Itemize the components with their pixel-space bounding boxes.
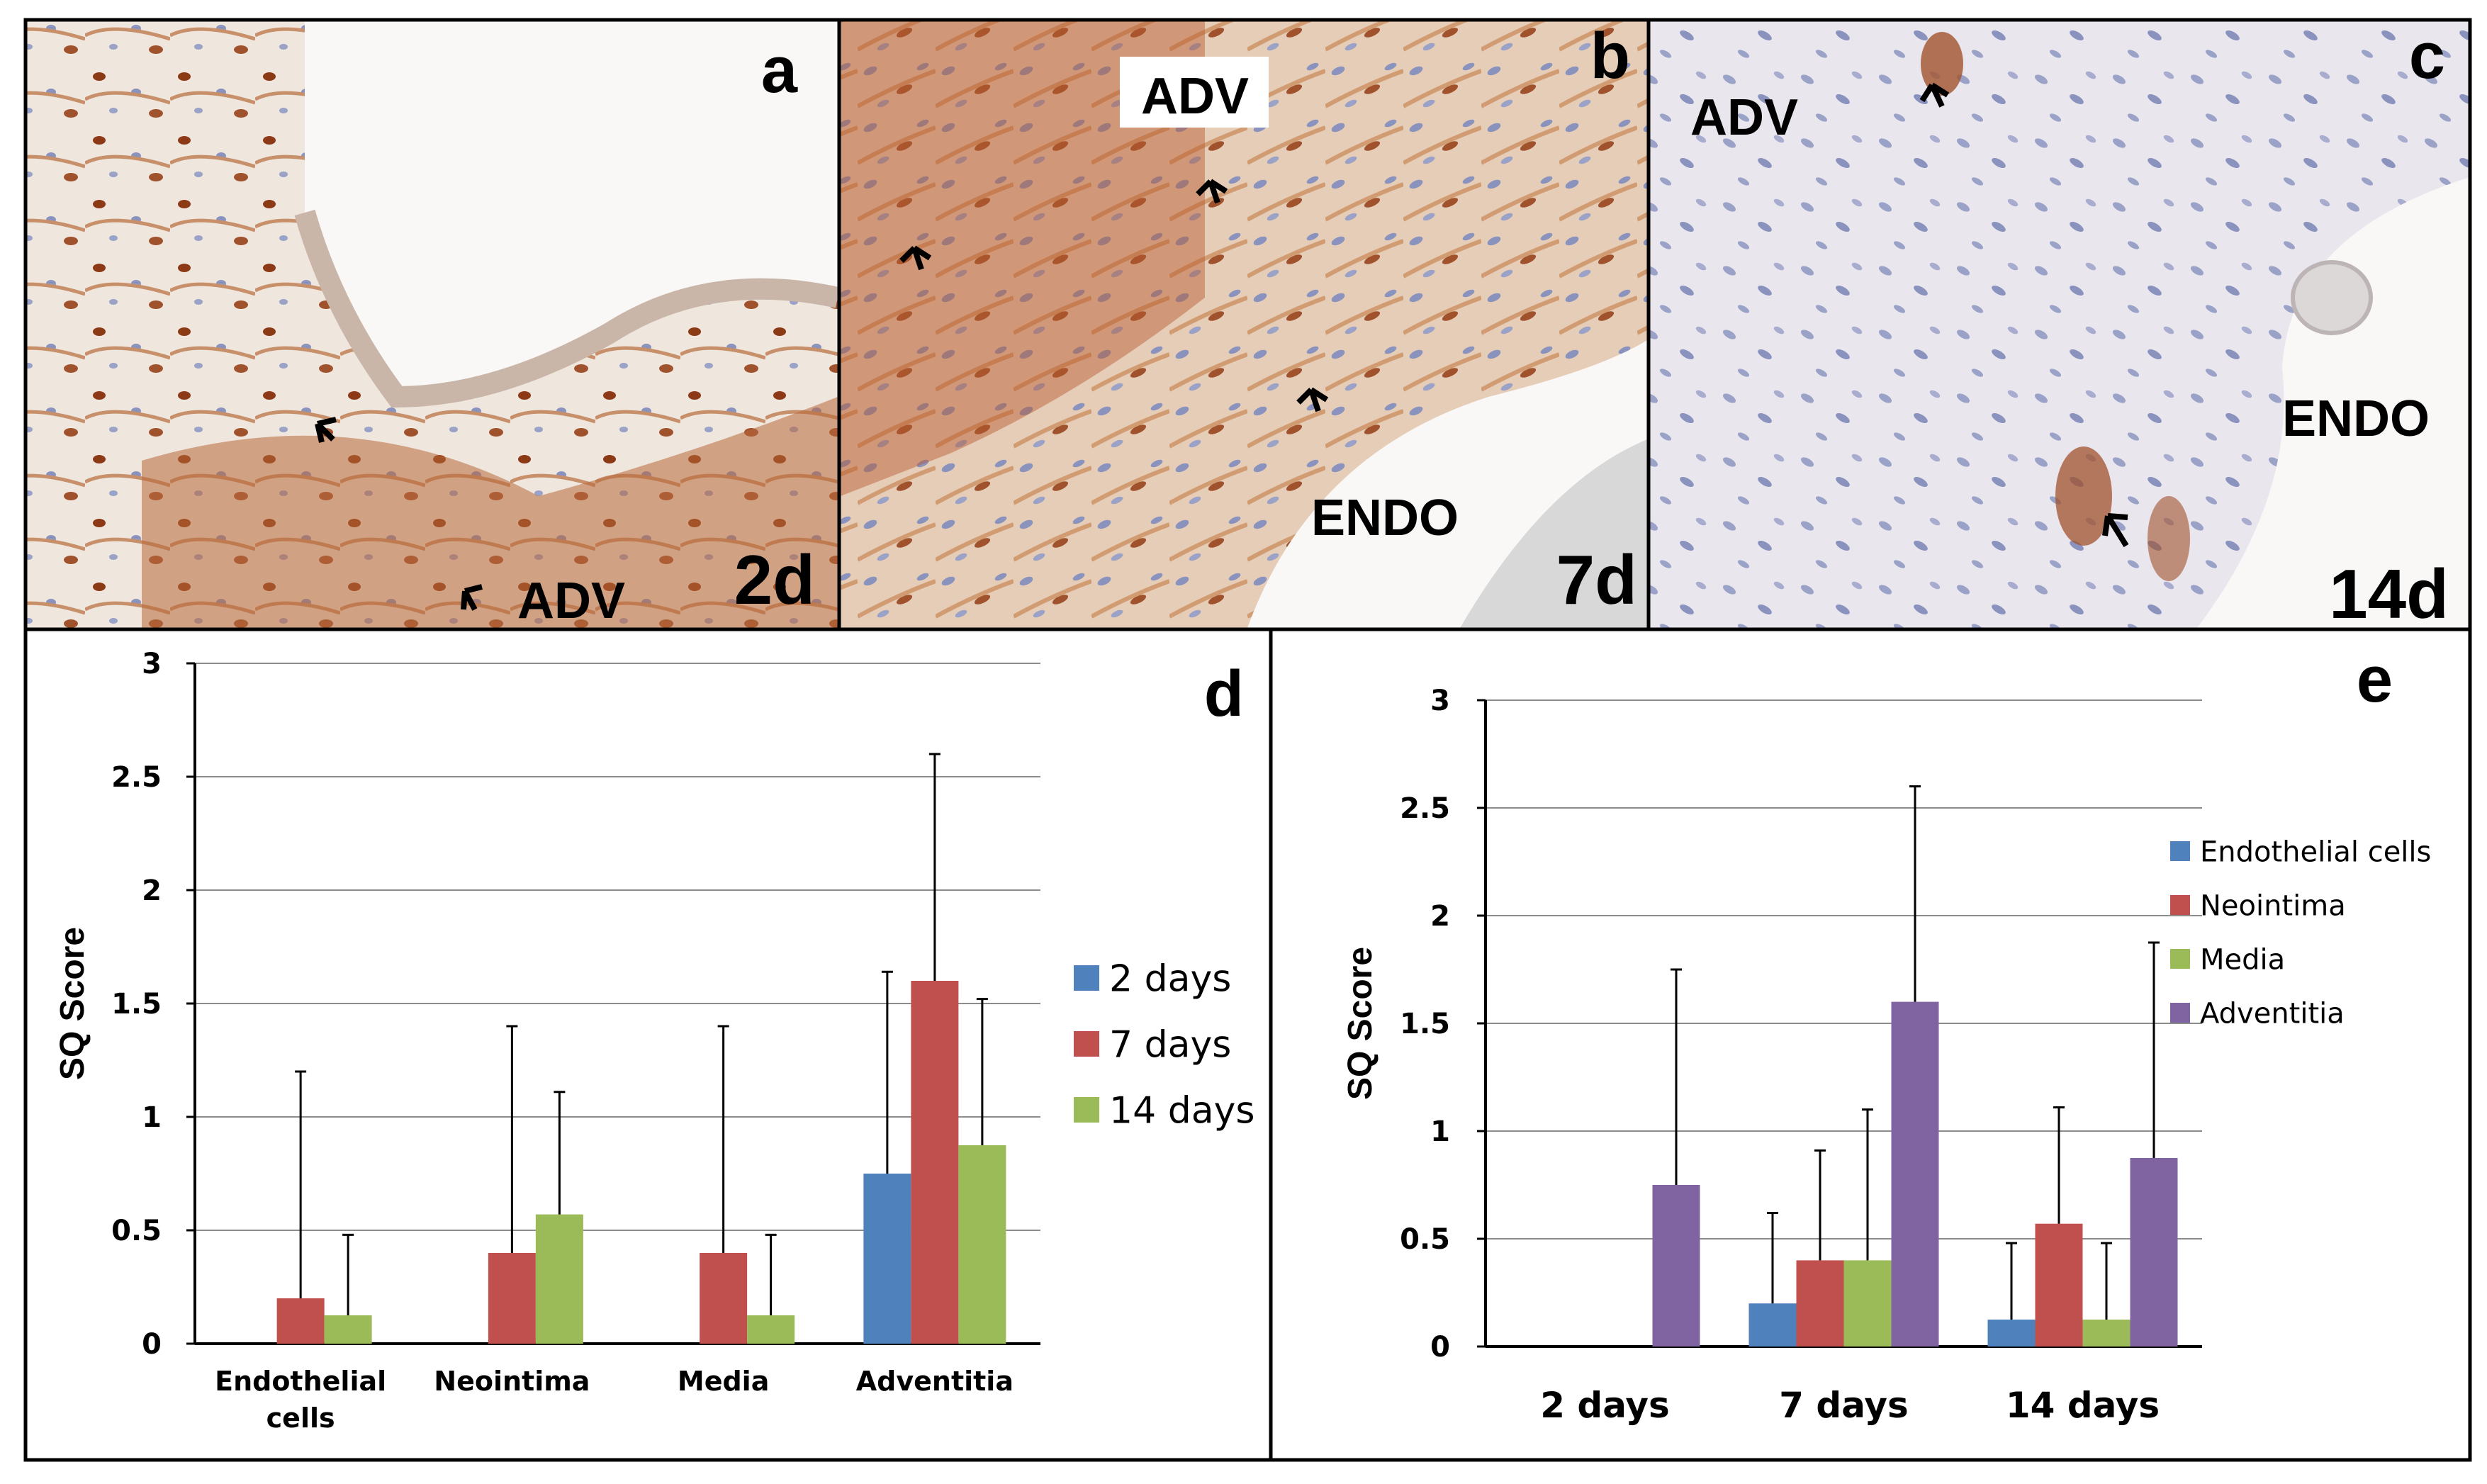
y-tick-label: 0 xyxy=(1430,1331,1450,1364)
bar-14-days xyxy=(324,1315,372,1344)
label-adv-a: ADV xyxy=(517,573,625,629)
label-background-b xyxy=(1120,57,1269,128)
y-tick-label: 0 xyxy=(142,1328,162,1361)
y-tick-label: 1 xyxy=(142,1101,162,1134)
micrograph-panel-c: c ADV ENDO 14d xyxy=(1650,20,2470,633)
y-tick-label: 2.5 xyxy=(111,761,162,794)
y-tick-label: 1.5 xyxy=(111,988,162,1021)
debris-c xyxy=(2291,260,2373,335)
panel-letter-b: b xyxy=(1590,20,1630,92)
category-label: Neointima xyxy=(434,1366,590,1397)
stained-cell-c xyxy=(1921,32,1963,96)
arrow-icon xyxy=(1196,179,1228,204)
day-label-a: 2d xyxy=(734,541,815,619)
arrow-icon xyxy=(2102,513,2129,548)
y-tick-label: 1 xyxy=(1430,1115,1450,1148)
legend-swatch xyxy=(2170,949,2190,969)
bar-7-days xyxy=(700,1253,748,1344)
chart-d: 0 0.5 1 1.5 2 2.5 3 Endothelial cells Neointima Me… xyxy=(54,648,1254,1434)
lumen-a xyxy=(305,20,838,397)
label-endo-b: ENDO xyxy=(1311,490,1459,546)
legend-swatch xyxy=(1074,1097,1099,1123)
vessel-edge-b xyxy=(1460,439,1647,628)
legend-label: 2 days xyxy=(1109,958,1231,1001)
bar-7-days xyxy=(276,1298,325,1344)
bar-endothelial-cells xyxy=(1748,1303,1797,1347)
label-adv-b: ADV xyxy=(1141,68,1249,125)
category-label: 2 days xyxy=(1540,1385,1670,1426)
bar-neointima xyxy=(2035,1223,2083,1347)
bar-neointima xyxy=(1796,1260,1844,1347)
bar-adventitia xyxy=(2130,1158,2178,1347)
y-tick-label: 1.5 xyxy=(1400,1008,1450,1040)
legend-label: 14 days xyxy=(1109,1090,1254,1132)
bar-media xyxy=(2082,1320,2130,1347)
arrow-icon xyxy=(899,245,932,271)
category-label: Adventitia xyxy=(856,1366,1014,1397)
bar-7-days xyxy=(911,981,959,1344)
label-endo-c: ENDO xyxy=(2282,390,2430,447)
panel-letter-a: a xyxy=(761,34,798,106)
legend-swatch xyxy=(2170,841,2190,861)
brown-stain-region-a xyxy=(142,397,838,628)
chart-e: 0 0.5 1 1.5 2 2.5 3 2 days 7 days 14 days SQ Score… xyxy=(1342,643,2431,1426)
micrograph-panel-a: a ADV 2d xyxy=(26,20,841,629)
panel-frames xyxy=(23,18,2472,1462)
bar-endothelial-cells xyxy=(1987,1320,2036,1347)
category-label: Endothelial cells xyxy=(215,1366,386,1434)
y-axis-title: SQ Score xyxy=(54,927,91,1080)
stained-cell-c xyxy=(2055,446,2112,546)
bar-7-days xyxy=(488,1253,536,1344)
bar-14-days xyxy=(747,1315,795,1344)
legend-swatch xyxy=(2170,1003,2190,1023)
bar-media xyxy=(1843,1260,1892,1347)
panel-letter-e: e xyxy=(2357,643,2393,716)
y-tick-label: 2.5 xyxy=(1400,792,1450,825)
outer-frame xyxy=(23,18,2472,1462)
category-label: Media xyxy=(678,1366,769,1397)
micrograph-panel-b: b ADV ENDO 7d xyxy=(841,20,1647,628)
bar-14-days xyxy=(958,1145,1006,1344)
legend-swatch xyxy=(1074,965,1099,991)
vessel-wall-a xyxy=(294,209,841,408)
arrow-icon xyxy=(461,584,483,611)
y-tick-label: 2 xyxy=(1430,900,1450,933)
legend-swatch xyxy=(2170,895,2190,915)
legend-label: Adventitia xyxy=(2200,997,2345,1030)
y-tick-label: 3 xyxy=(1430,685,1450,717)
category-label: 7 days xyxy=(1779,1385,1909,1426)
legend-label: 7 days xyxy=(1109,1024,1231,1067)
legend-swatch xyxy=(1074,1031,1099,1057)
y-tick-label: 0.5 xyxy=(1400,1223,1450,1256)
legend-label: Endothelial cells xyxy=(2200,836,2431,868)
y-tick-label: 3 xyxy=(142,648,162,680)
bar-2-days xyxy=(863,1174,911,1344)
y-tick-label: 0.5 xyxy=(111,1215,162,1247)
day-label-c: 14d xyxy=(2329,555,2449,633)
arrow-icon xyxy=(1919,82,1950,108)
bar-adventitia xyxy=(1891,1001,1939,1347)
arrow-icon xyxy=(1296,387,1329,412)
legend-label: Neointima xyxy=(2200,889,2346,922)
lumen-c xyxy=(2197,177,2470,628)
panel-letter-d: d xyxy=(1204,658,1244,730)
label-adv-c: ADV xyxy=(1690,89,1798,146)
arrow-icon xyxy=(315,417,337,443)
legend-label: Media xyxy=(2200,943,2285,976)
day-label-b: 7d xyxy=(1556,541,1637,619)
bar-14-days xyxy=(535,1214,583,1344)
bar-adventitia xyxy=(1652,1185,1700,1347)
category-label: 14 days xyxy=(2006,1385,2160,1426)
brown-stain-region-b xyxy=(841,20,1205,496)
y-tick-label: 2 xyxy=(142,875,162,907)
stained-cell-c xyxy=(2148,496,2190,581)
y-axis-title: SQ Score xyxy=(1342,947,1379,1100)
panel-letter-c: c xyxy=(2409,20,2445,92)
